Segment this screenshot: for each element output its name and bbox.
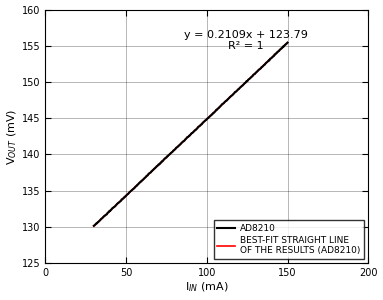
Text: y = 0.2109x + 123.79
R² = 1: y = 0.2109x + 123.79 R² = 1 xyxy=(183,30,308,51)
BEST-FIT STRAIGHT LINE
OF THE RESULTS (AD8210) xyxy=(92,224,97,227)
Line: AD8210: AD8210 xyxy=(94,43,288,226)
BEST-FIT STRAIGHT LINE
OF THE RESULTS (AD8210) xyxy=(92,224,96,228)
AD8210 xyxy=(92,224,96,227)
AD8210 xyxy=(255,70,259,73)
BEST-FIT STRAIGHT LINE
OF THE RESULTS (AD8210) xyxy=(267,58,272,62)
AD8210 xyxy=(92,224,97,227)
AD8210 xyxy=(210,112,214,116)
BEST-FIT STRAIGHT LINE
OF THE RESULTS (AD8210) xyxy=(285,41,290,44)
AD8210 xyxy=(285,41,290,44)
X-axis label: I$_{IN}$ (mA): I$_{IN}$ (mA) xyxy=(185,281,229,294)
AD8210 xyxy=(207,115,211,119)
AD8210 xyxy=(267,59,272,62)
AD8210 xyxy=(206,116,211,119)
Line: BEST-FIT STRAIGHT LINE
OF THE RESULTS (AD8210): BEST-FIT STRAIGHT LINE OF THE RESULTS (A… xyxy=(94,43,288,226)
BEST-FIT STRAIGHT LINE
OF THE RESULTS (AD8210) xyxy=(255,70,259,73)
BEST-FIT STRAIGHT LINE
OF THE RESULTS (AD8210) xyxy=(206,116,211,119)
BEST-FIT STRAIGHT LINE
OF THE RESULTS (AD8210) xyxy=(207,115,211,119)
BEST-FIT STRAIGHT LINE
OF THE RESULTS (AD8210) xyxy=(210,112,214,116)
Y-axis label: V$_{OUT}$ (mV): V$_{OUT}$ (mV) xyxy=(6,108,19,165)
Legend: AD8210, BEST-FIT STRAIGHT LINE
OF THE RESULTS (AD8210): AD8210, BEST-FIT STRAIGHT LINE OF THE RE… xyxy=(213,220,364,259)
